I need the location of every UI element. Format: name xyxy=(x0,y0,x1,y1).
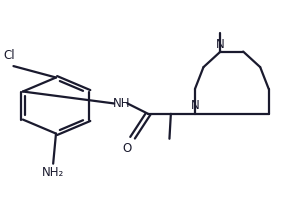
Text: O: O xyxy=(123,142,132,155)
Text: N: N xyxy=(191,99,199,112)
Text: NH: NH xyxy=(113,97,130,110)
Text: Cl: Cl xyxy=(3,49,15,62)
Text: N: N xyxy=(216,38,225,51)
Text: NH₂: NH₂ xyxy=(42,166,64,179)
